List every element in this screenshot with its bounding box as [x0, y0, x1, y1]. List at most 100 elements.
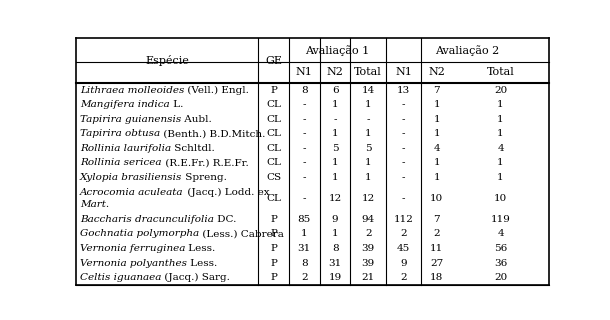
Text: Acrocomia aculeata: Acrocomia aculeata [80, 188, 184, 197]
Text: Less.: Less. [187, 259, 217, 268]
Text: Tapirira obtusa: Tapirira obtusa [80, 129, 160, 138]
Text: Avaliação 1: Avaliação 1 [306, 45, 370, 56]
Text: Spreng.: Spreng. [182, 173, 228, 182]
Text: 31: 31 [298, 244, 311, 253]
Text: Total: Total [487, 68, 514, 77]
Text: 45: 45 [397, 244, 411, 253]
Text: 4: 4 [434, 144, 440, 153]
Text: P: P [270, 273, 277, 282]
Text: Avaliação 2: Avaliação 2 [436, 45, 500, 56]
Text: 2: 2 [301, 273, 307, 282]
Text: -: - [303, 194, 306, 203]
Text: Tapirira guianensis: Tapirira guianensis [80, 115, 181, 124]
Text: 39: 39 [362, 259, 375, 268]
Text: 1: 1 [332, 158, 339, 167]
Text: -: - [303, 158, 306, 167]
Text: 18: 18 [430, 273, 443, 282]
Text: 31: 31 [328, 259, 342, 268]
Text: 1: 1 [497, 115, 504, 124]
Text: 20: 20 [494, 273, 507, 282]
Text: 1: 1 [301, 229, 307, 238]
Text: CL: CL [266, 100, 281, 109]
Text: 1: 1 [434, 115, 440, 124]
Text: 11: 11 [430, 244, 443, 253]
Text: 1: 1 [434, 100, 440, 109]
Text: 14: 14 [362, 86, 375, 95]
Text: CL: CL [266, 144, 281, 153]
Text: (Jacq.) Sarg.: (Jacq.) Sarg. [162, 273, 231, 282]
Text: 1: 1 [365, 100, 371, 109]
Text: 36: 36 [494, 259, 507, 268]
Text: 1: 1 [332, 229, 339, 238]
Text: 1: 1 [434, 173, 440, 182]
Text: -: - [402, 129, 406, 138]
Text: CL: CL [266, 129, 281, 138]
Text: N1: N1 [395, 68, 412, 77]
Text: -: - [402, 173, 406, 182]
Text: Espécie: Espécie [145, 55, 189, 66]
Text: Vernonia polyanthes: Vernonia polyanthes [80, 259, 187, 268]
Text: 20: 20 [494, 86, 507, 95]
Text: -: - [402, 194, 406, 203]
Text: P: P [270, 259, 277, 268]
Text: CL: CL [266, 194, 281, 203]
Text: Rollinia sericea: Rollinia sericea [80, 158, 162, 167]
Text: Mangifera indica: Mangifera indica [80, 100, 170, 109]
Text: 1: 1 [497, 173, 504, 182]
Text: 1: 1 [365, 158, 371, 167]
Text: (Jacq.) Lodd. ex: (Jacq.) Lodd. ex [184, 188, 269, 197]
Text: 1: 1 [497, 129, 504, 138]
Text: 94: 94 [362, 215, 375, 224]
Text: 21: 21 [362, 273, 375, 282]
Text: P: P [270, 86, 277, 95]
Text: 10: 10 [430, 194, 443, 203]
Text: Lithraea molleoides: Lithraea molleoides [80, 86, 184, 95]
Text: 19: 19 [328, 273, 342, 282]
Text: 85: 85 [298, 215, 311, 224]
Text: -: - [402, 144, 406, 153]
Text: 1: 1 [434, 158, 440, 167]
Text: -: - [402, 115, 406, 124]
Text: -: - [303, 100, 306, 109]
Text: Celtis iguanaea: Celtis iguanaea [80, 273, 162, 282]
Text: -: - [367, 115, 370, 124]
Text: -: - [303, 129, 306, 138]
Text: 1: 1 [434, 129, 440, 138]
Text: Xylopia brasiliensis: Xylopia brasiliensis [80, 173, 182, 182]
Text: -: - [402, 100, 406, 109]
Text: P: P [270, 229, 277, 238]
Text: P: P [270, 244, 277, 253]
Text: 9: 9 [400, 259, 407, 268]
Text: (Benth.) B.D.Mitch.: (Benth.) B.D.Mitch. [160, 129, 265, 138]
Text: 12: 12 [328, 194, 342, 203]
Text: 39: 39 [362, 244, 375, 253]
Text: 5: 5 [332, 144, 339, 153]
Text: GE: GE [265, 56, 282, 66]
Text: 9: 9 [332, 215, 339, 224]
Text: Schltdl.: Schltdl. [171, 144, 215, 153]
Text: DC.: DC. [214, 215, 236, 224]
Text: Rollinia laurifolia: Rollinia laurifolia [80, 144, 171, 153]
Text: 2: 2 [365, 229, 371, 238]
Text: Mart.: Mart. [80, 200, 109, 209]
Text: 5: 5 [365, 144, 371, 153]
Text: 2: 2 [400, 273, 407, 282]
Text: -: - [333, 115, 337, 124]
Text: 8: 8 [332, 244, 339, 253]
Text: Gochnatia polymorpha: Gochnatia polymorpha [80, 229, 199, 238]
Text: CS: CS [266, 173, 281, 182]
Text: (Less.) Cabrera: (Less.) Cabrera [199, 229, 284, 238]
Text: (Vell.) Engl.: (Vell.) Engl. [184, 86, 249, 95]
Text: 1: 1 [332, 100, 339, 109]
Text: 1: 1 [332, 129, 339, 138]
Text: -: - [303, 144, 306, 153]
Text: 2: 2 [434, 229, 440, 238]
Text: 27: 27 [430, 259, 443, 268]
Text: 1: 1 [497, 100, 504, 109]
Text: 10: 10 [494, 194, 507, 203]
Text: N2: N2 [326, 68, 343, 77]
Text: 4: 4 [497, 144, 504, 153]
Text: 1: 1 [332, 173, 339, 182]
Text: 8: 8 [301, 86, 307, 95]
Text: 119: 119 [490, 215, 511, 224]
